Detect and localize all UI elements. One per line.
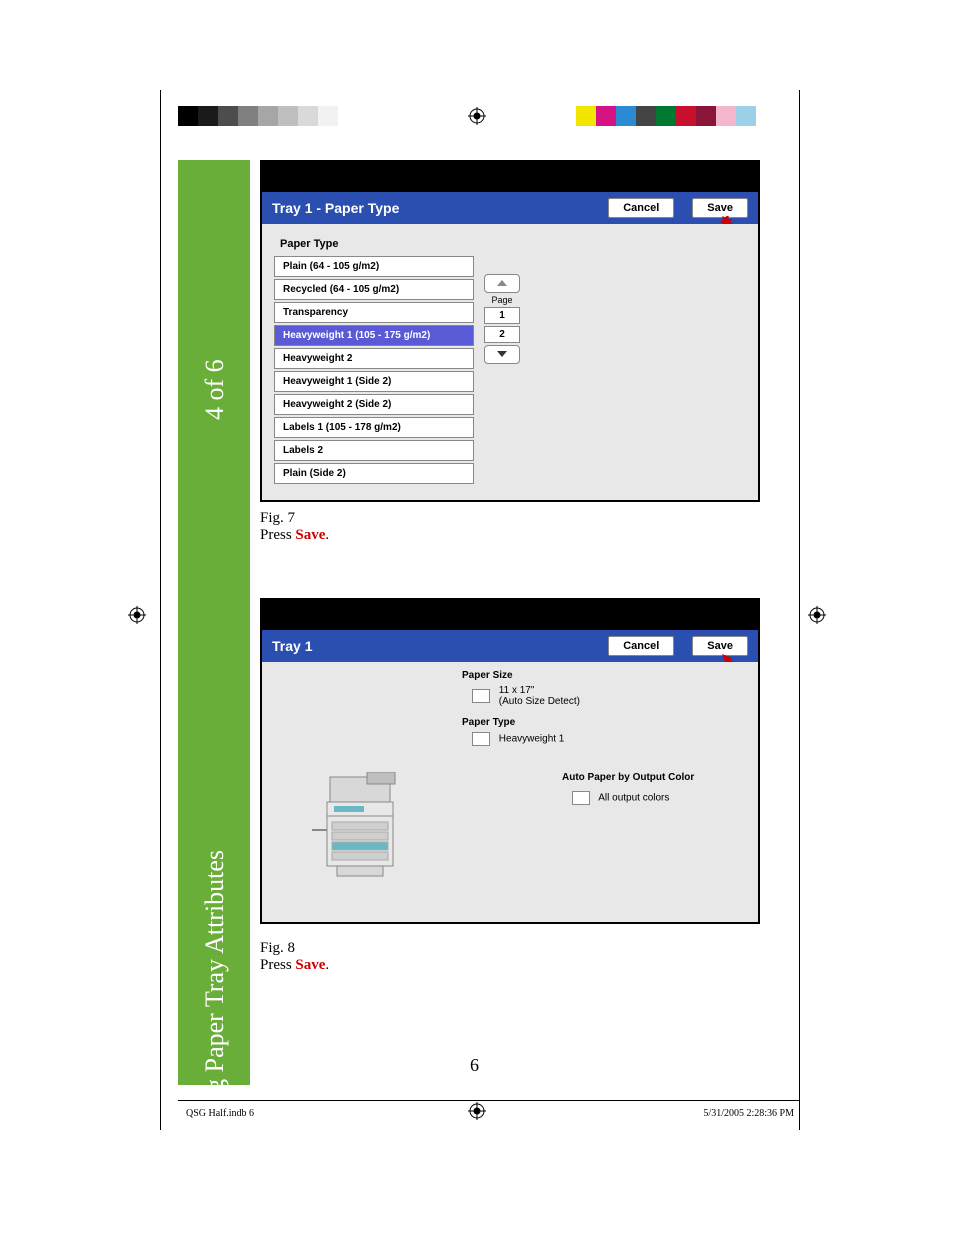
footer-rule [178, 1100, 800, 1101]
dialog-body: Paper Size 11 x 17" (Auto Size Detect) P… [262, 662, 758, 922]
dialog-title: Tray 1 [272, 638, 312, 654]
paper-type-option[interactable]: Heavyweight 2 [274, 348, 474, 369]
registration-mark-icon [128, 606, 146, 624]
caption-text: Press [260, 957, 295, 973]
scroll-up-button[interactable] [484, 274, 520, 293]
fig8-screenshot: Tray 1 Cancel Save Paper Size 11 x 17" (… [260, 598, 760, 924]
paper-type-option[interactable]: Heavyweight 1 (Side 2) [274, 371, 474, 392]
caption-save-word: Save [295, 527, 325, 543]
paper-type-label: Paper Type [462, 717, 580, 728]
caption-save-word: Save [295, 957, 325, 973]
registration-bar-right [576, 106, 776, 126]
output-color-value: All output colors [598, 793, 669, 804]
page-scroller: Page 1 2 [484, 274, 520, 366]
sidebar: 4 of 6 Changing Paper Tray Attributes [178, 160, 250, 1085]
paper-type-option[interactable]: Labels 1 (105 - 178 g/m2) [274, 417, 474, 438]
page-2-button[interactable]: 2 [484, 326, 520, 343]
registration-mark-icon [808, 606, 826, 624]
footer-timestamp: 5/31/2005 2:28:36 PM [703, 1108, 794, 1119]
save-button[interactable]: Save [692, 198, 748, 218]
fig8-caption: Fig. 8 Press Save. [260, 940, 329, 974]
cancel-button[interactable]: Cancel [608, 198, 674, 218]
registration-mark-icon [468, 1102, 486, 1120]
paper-type-button[interactable] [472, 732, 490, 746]
scroll-down-button[interactable] [484, 345, 520, 364]
paper-type-option[interactable]: Plain (Side 2) [274, 463, 474, 484]
dialog-header: Tray 1 Cancel Save [262, 630, 758, 662]
registration-bar-left [178, 106, 358, 126]
sidebar-step-count: 4 of 6 [200, 359, 230, 420]
paper-size-label: Paper Size [462, 670, 580, 681]
caption-text: Press [260, 527, 295, 543]
paper-size-detect: (Auto Size Detect) [499, 696, 580, 707]
dialog-title: Tray 1 - Paper Type [272, 200, 399, 216]
output-color-button[interactable] [572, 791, 590, 805]
paper-type-option[interactable]: Labels 2 [274, 440, 474, 461]
screen-bezel [262, 162, 758, 192]
caption-period: . [325, 527, 329, 543]
figure-label: Fig. 8 [260, 940, 329, 957]
paper-type-option[interactable]: Recycled (64 - 105 g/m2) [274, 279, 474, 300]
paper-type-option[interactable]: Heavyweight 1 (105 - 175 g/m2) [274, 325, 474, 346]
page-label: Page [484, 295, 520, 305]
auto-paper-label: Auto Paper by Output Color [562, 772, 694, 783]
paper-size-button[interactable] [472, 689, 490, 703]
footer-filename: QSG Half.indb 6 [186, 1108, 254, 1119]
paper-type-label: Paper Type [280, 238, 746, 250]
fig7-caption: Fig. 7 Press Save. [260, 510, 329, 544]
screen-bezel [262, 600, 758, 630]
paper-size-value: 11 x 17" [499, 685, 535, 696]
figure-label: Fig. 7 [260, 510, 329, 527]
page-number: 6 [470, 1055, 479, 1076]
paper-type-option[interactable]: Plain (64 - 105 g/m2) [274, 256, 474, 277]
printer-illustration-icon [312, 772, 407, 882]
registration-mark-icon [468, 107, 486, 125]
sidebar-title: Changing Paper Tray Attributes [200, 850, 230, 1180]
cancel-button[interactable]: Cancel [608, 636, 674, 656]
paper-type-option[interactable]: Heavyweight 2 (Side 2) [274, 394, 474, 415]
dialog-header: Tray 1 - Paper Type Cancel Save [262, 192, 758, 224]
paper-type-option[interactable]: Transparency [274, 302, 474, 323]
page-1-button[interactable]: 1 [484, 307, 520, 324]
dialog-body: Paper Type Plain (64 - 105 g/m2)Recycled… [262, 224, 758, 500]
save-button[interactable]: Save [692, 636, 748, 656]
fig7-screenshot: Tray 1 - Paper Type Cancel Save Paper Ty… [260, 160, 760, 502]
caption-period: . [325, 957, 329, 973]
paper-type-list: Plain (64 - 105 g/m2)Recycled (64 - 105 … [274, 256, 474, 484]
paper-type-value: Heavyweight 1 [499, 734, 565, 745]
